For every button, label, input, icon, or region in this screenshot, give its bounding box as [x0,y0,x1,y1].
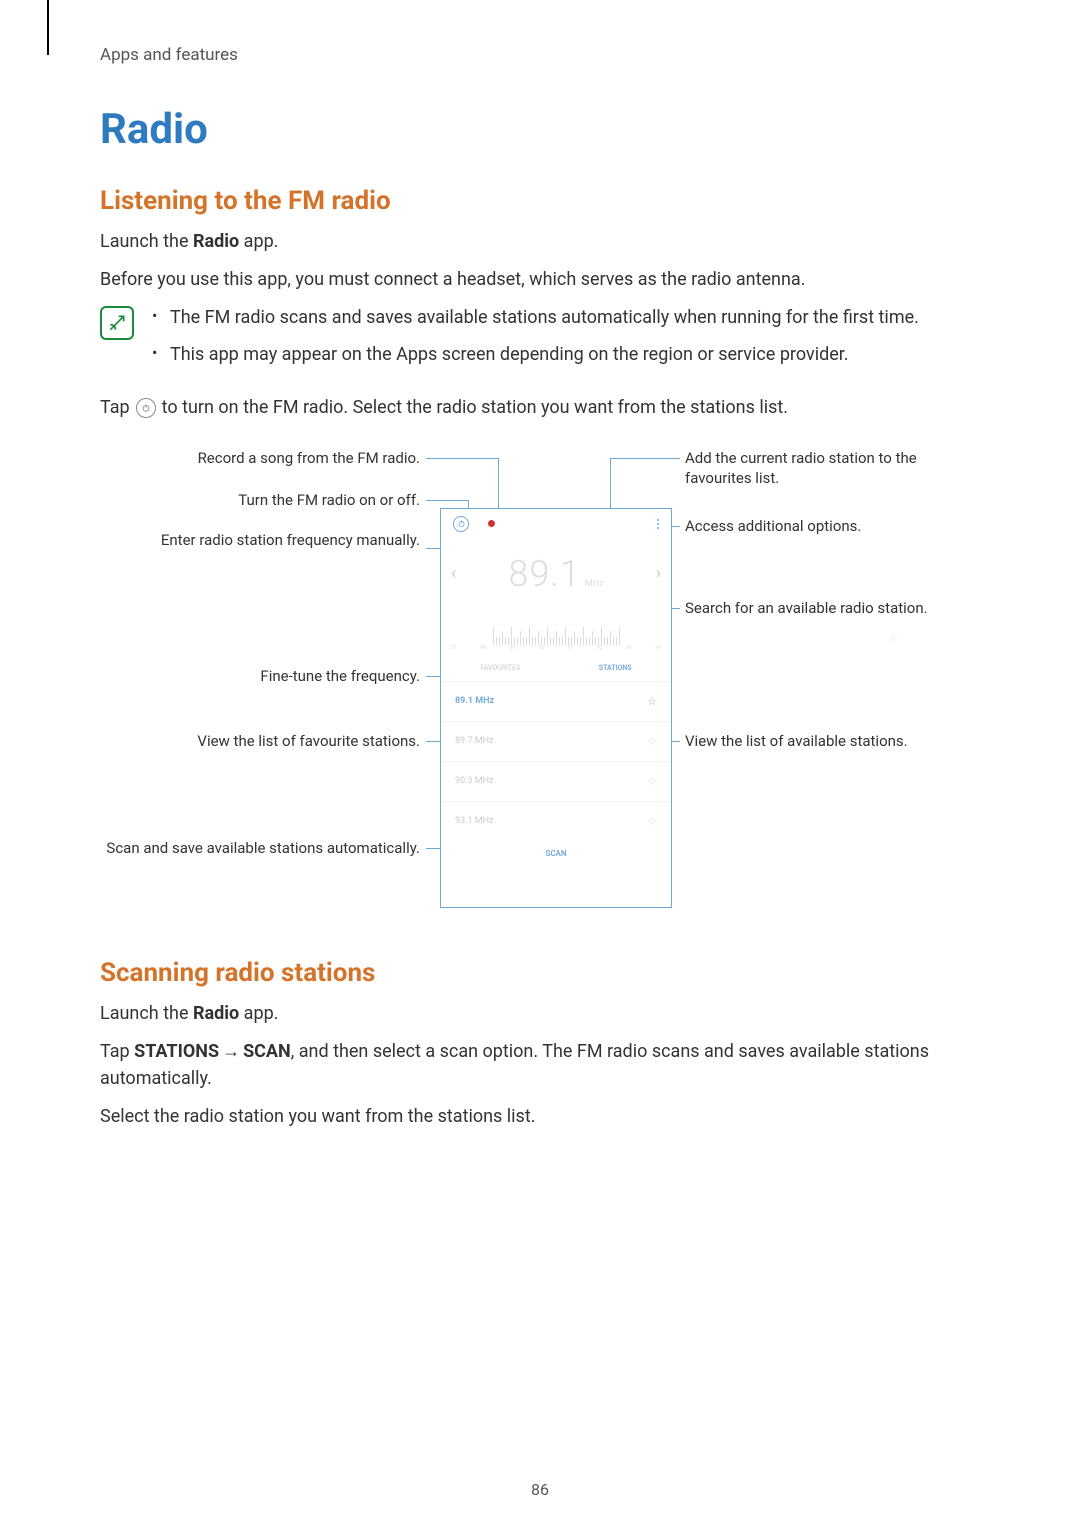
station-list: 89.1 MHz ☆ 89.7 MHz ☆ 90.3 MHz ☆ 93.1 MH… [441,681,671,841]
favourite-toggle-icon[interactable]: ☆ [647,775,657,788]
scan-label: SCAN [243,1041,291,1062]
section-label: Apps and features [100,45,980,65]
text: to turn on the FM radio. Select the radi… [162,394,788,422]
record-button[interactable] [483,516,499,532]
station-item[interactable]: 89.7 MHz ☆ [441,721,671,761]
launch-paragraph: Launch the Radio app. [100,228,980,256]
text: Tap [100,394,130,422]
scan-button[interactable]: SCAN [441,841,671,866]
before-use-paragraph: Before you use this app, you must connec… [100,266,980,294]
text: app. [239,1003,278,1024]
text: app. [239,231,278,252]
radio-diagram: Record a song from the FM radio. Turn th… [100,448,980,918]
text: Launch the [100,231,193,252]
favourite-toggle-icon[interactable]: ☆ [647,735,657,748]
launch-paragraph-2: Launch the Radio app. [100,1000,980,1028]
page-number: 86 [0,1480,1080,1499]
station-label: 90.3 MHz [455,776,494,786]
arrow-icon: → [222,1038,240,1066]
ann-viewlist: View the list of available stations. [685,731,965,751]
tab-favourites[interactable]: FAVOURITES [480,664,520,672]
ann-power: Turn the FM radio on or off. [100,490,420,510]
next-station-button[interactable]: › [656,563,661,584]
ann-favlist: View the list of favourite stations. [100,731,420,751]
app-name: Radio [193,1003,239,1024]
select-station-paragraph: Select the radio station you want from t… [100,1103,980,1131]
dial-labels: 8788899091929394 [441,645,671,655]
station-item[interactable]: 89.1 MHz ☆ [441,681,671,721]
ann-addfav: Add the current radio station to the fav… [685,448,965,489]
tap-instruction: Tap to turn on the FM radio. Select the … [100,394,980,422]
station-label: 89.7 MHz [455,736,494,746]
app-name: Radio [193,231,239,252]
text: Launch the [100,1003,193,1024]
power-icon [136,398,156,418]
ann-search: Search for an available radio station. [685,598,965,618]
frequency-display[interactable]: 89.1 MHz [508,553,603,595]
power-button[interactable] [453,516,469,532]
note-item: The FM radio scans and saves available s… [152,304,980,331]
favourite-toggle-icon[interactable]: ☆ [647,695,657,708]
more-options-button[interactable] [657,519,659,529]
ann-enter: Enter radio station frequency manually. [100,530,420,550]
favourite-star-icon[interactable]: ☆ [889,633,898,644]
ann-scansave: Scan and save available stations automat… [100,838,420,858]
station-item[interactable]: 90.3 MHz ☆ [441,761,671,801]
prev-station-button[interactable]: ‹ [451,563,456,584]
frequency-unit: MHz [585,579,604,589]
station-label: 93.1 MHz [455,816,494,826]
heading-listening: Listening to the FM radio [100,186,980,216]
station-item[interactable]: 93.1 MHz ☆ [441,801,671,841]
ann-fine: Fine-tune the frequency. [100,666,420,686]
scan-instruction: Tap STATIONS→SCAN, and then select a sca… [100,1038,980,1094]
ann-record: Record a song from the FM radio. [100,448,420,468]
stations-label: STATIONS [134,1041,219,1062]
phone-mock: ☆ ‹ 89.1 MHz › 8788899091929394 FAVOURIT… [440,508,672,908]
text: Tap [100,1041,134,1062]
heading-scanning: Scanning radio stations [100,958,980,988]
tab-stations[interactable]: STATIONS [599,664,632,672]
ann-options: Access additional options. [685,516,965,536]
note-block: The FM radio scans and saves available s… [100,304,980,378]
favourite-toggle-icon[interactable]: ☆ [647,815,657,828]
frequency-dial[interactable] [441,609,671,645]
frequency-value: 89.1 [508,553,581,595]
note-item: This app may appear on the Apps screen d… [152,341,980,368]
note-icon [100,306,134,340]
station-label: 89.1 MHz [455,696,494,706]
page-title: Radio [100,105,980,154]
